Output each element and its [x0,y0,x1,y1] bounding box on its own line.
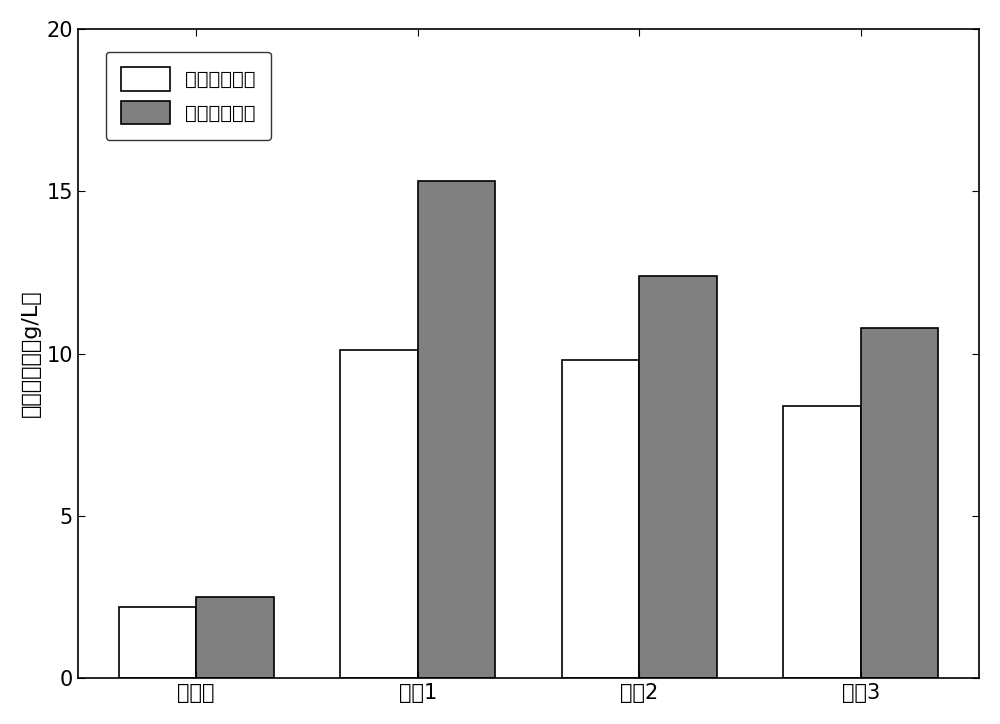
Legend: 单独化学处理, 细菌强化处理: 单独化学处理, 细菌强化处理 [106,51,271,140]
Y-axis label: 还原糖产量（g/L）: 还原糖产量（g/L） [21,290,41,417]
Bar [196,597,274,678]
Bar [861,327,938,678]
Bar [340,350,418,678]
Bar [119,607,196,678]
Bar [562,360,639,678]
Bar [639,276,717,678]
Bar [418,182,495,678]
Bar [783,405,861,678]
